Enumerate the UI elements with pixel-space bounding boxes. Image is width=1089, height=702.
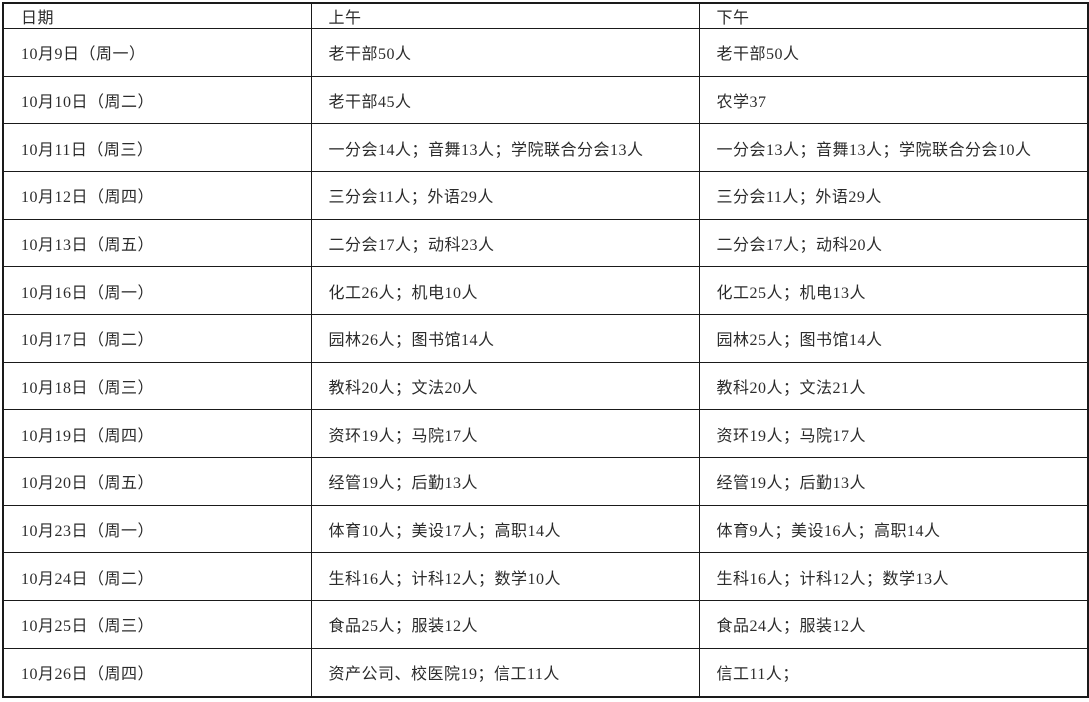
header-morning: 上午 (310, 2, 700, 29)
afternoon-cell: 资环19人；马院17人 (698, 409, 1089, 459)
morning-cell: 食品25人；服装12人 (310, 600, 700, 649)
afternoon-cell: 生科16人；计科12人；数学13人 (698, 552, 1089, 602)
afternoon-cell: 三分会11人；外语29人 (698, 171, 1089, 220)
header-date: 日期 (2, 2, 312, 29)
date-cell: 10月24日（周二） (2, 552, 312, 602)
morning-cell: 老干部45人 (310, 75, 700, 125)
table-row: 10月10日（周二） 老干部45人 农学37 (2, 75, 1089, 125)
afternoon-cell: 信工11人； (698, 647, 1089, 698)
afternoon-cell: 化工25人；机电13人 (698, 266, 1089, 316)
table-row: 10月18日（周三） 教科20人；文法20人 教科20人；文法21人 (2, 361, 1089, 411)
afternoon-cell: 教科20人；文法21人 (698, 361, 1089, 411)
afternoon-cell: 园林25人；图书馆14人 (698, 314, 1089, 363)
morning-cell: 化工26人；机电10人 (310, 266, 700, 316)
afternoon-cell: 农学37 (698, 75, 1089, 125)
morning-cell: 经管19人；后勤13人 (310, 457, 700, 506)
table-row: 10月13日（周五） 二分会17人；动科23人 二分会17人；动科20人 (2, 218, 1089, 268)
table-row: 10月24日（周二） 生科16人；计科12人；数学10人 生科16人；计科12人；数… (2, 552, 1089, 602)
date-cell: 10月16日（周一） (2, 266, 312, 316)
table-row: 10月12日（周四） 三分会11人；外语29人 三分会11人；外语29人 (2, 171, 1089, 220)
morning-cell: 体育10人；美设17人；高职14人 (310, 504, 700, 554)
header-afternoon: 下午 (698, 2, 1089, 29)
table-row: 10月20日（周五） 经管19人；后勤13人 经管19人；后勤13人 (2, 457, 1089, 506)
morning-cell: 教科20人；文法20人 (310, 361, 700, 411)
morning-cell: 生科16人；计科12人；数学10人 (310, 552, 700, 602)
date-cell: 10月18日（周三） (2, 361, 312, 411)
date-cell: 10月23日（周一） (2, 504, 312, 554)
afternoon-cell: 一分会13人；音舞13人；学院联合分会10人 (698, 123, 1089, 173)
table-body: 10月9日（周一） 老干部50人 老干部50人 10月10日（周二） 老干部45人 农学3… (2, 28, 1089, 698)
morning-cell: 资环19人；马院17人 (310, 409, 700, 459)
date-cell: 10月20日（周五） (2, 457, 312, 506)
date-cell: 10月9日（周一） (2, 28, 312, 77)
table-row: 10月25日（周三） 食品25人；服装12人 食品24人；服装12人 (2, 600, 1089, 649)
date-cell: 10月12日（周四） (2, 171, 312, 220)
afternoon-cell: 经管19人；后勤13人 (698, 457, 1089, 506)
afternoon-cell: 体育9人；美设16人；高职14人 (698, 504, 1089, 554)
date-cell: 10月13日（周五） (2, 218, 312, 268)
date-cell: 10月25日（周三） (2, 600, 312, 649)
table-row: 10月19日（周四） 资环19人；马院17人 资环19人；马院17人 (2, 409, 1089, 459)
morning-cell: 园林26人；图书馆14人 (310, 314, 700, 363)
morning-cell: 一分会14人；音舞13人；学院联合分会13人 (310, 123, 700, 173)
date-cell: 10月17日（周二） (2, 314, 312, 363)
table-row: 10月17日（周二） 园林26人；图书馆14人 园林25人；图书馆14人 (2, 314, 1089, 363)
morning-cell: 三分会11人；外语29人 (310, 171, 700, 220)
date-cell: 10月11日（周三） (2, 123, 312, 173)
afternoon-cell: 食品24人；服装12人 (698, 600, 1089, 649)
table-row: 10月11日（周三） 一分会14人；音舞13人；学院联合分会13人 一分会13人；音… (2, 123, 1089, 173)
afternoon-cell: 老干部50人 (698, 28, 1089, 77)
table-row: 10月16日（周一） 化工26人；机电10人 化工25人；机电13人 (2, 266, 1089, 316)
date-cell: 10月19日（周四） (2, 409, 312, 459)
date-cell: 10月26日（周四） (2, 647, 312, 698)
header-row: 日期 上午 下午 (2, 2, 1089, 29)
table-row: 10月23日（周一） 体育10人；美设17人；高职14人 体育9人；美设16人；高职… (2, 504, 1089, 554)
afternoon-cell: 二分会17人；动科20人 (698, 218, 1089, 268)
morning-cell: 老干部50人 (310, 28, 700, 77)
morning-cell: 二分会17人；动科23人 (310, 218, 700, 268)
date-cell: 10月10日（周二） (2, 75, 312, 125)
table-row: 10月9日（周一） 老干部50人 老干部50人 (2, 28, 1089, 77)
morning-cell: 资产公司、校医院19；信工11人 (310, 647, 700, 698)
table-row: 10月26日（周四） 资产公司、校医院19；信工11人 信工11人； (2, 647, 1089, 698)
